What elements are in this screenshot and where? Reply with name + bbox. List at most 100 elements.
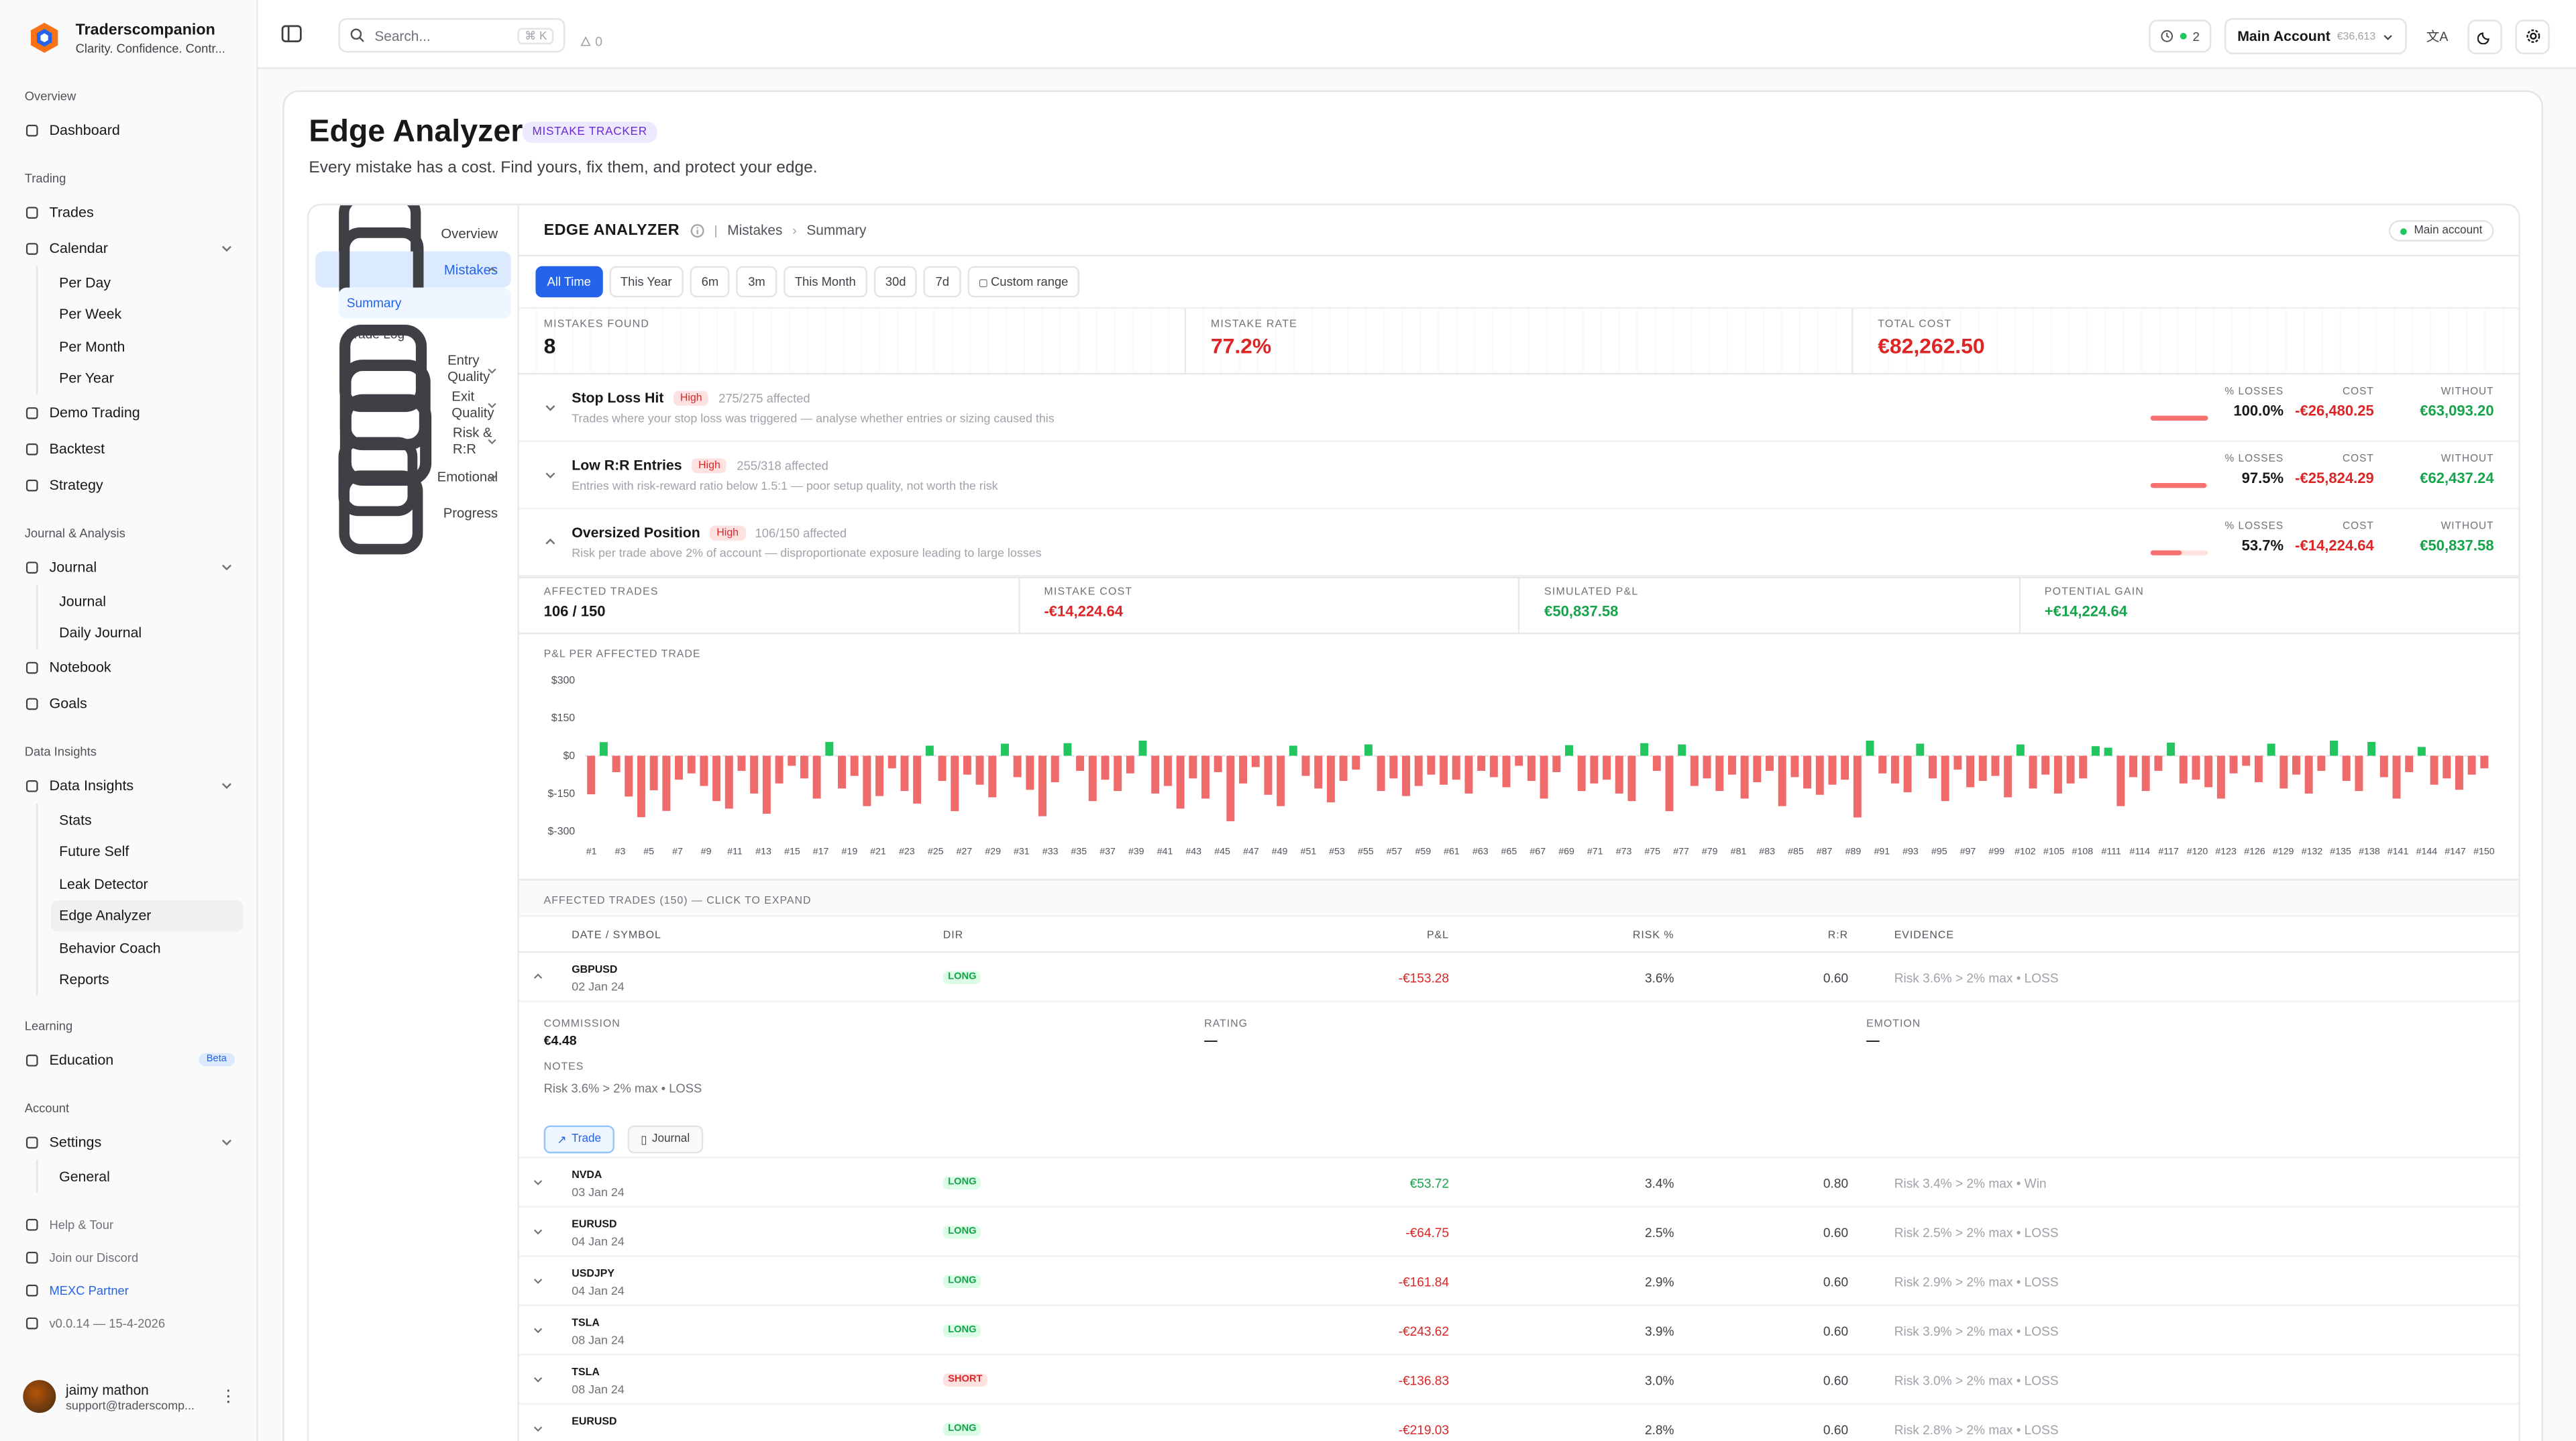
chart-bar[interactable]	[900, 755, 909, 792]
expand-icon[interactable]	[544, 468, 557, 482]
chart-bar[interactable]	[788, 755, 796, 766]
range-all-time[interactable]: All Time	[535, 266, 602, 298]
chart-bar[interactable]	[2292, 755, 2300, 775]
expand-icon[interactable]	[532, 1275, 543, 1286]
chart-bar[interactable]	[1740, 755, 1749, 799]
mistake-row[interactable]: Stop Loss Hit High 275/275 affected Trades …	[519, 374, 2519, 442]
chart-bar[interactable]	[1828, 755, 1837, 785]
chart-bar[interactable]	[1790, 755, 1799, 778]
sidebar-subitem-per-month[interactable]: Per Month	[59, 337, 125, 355]
range-this-year[interactable]: This Year	[608, 266, 684, 298]
chart-bar[interactable]	[1063, 743, 1072, 756]
sidebar-subitem-per-year[interactable]: Per Year	[59, 370, 114, 387]
chart-bar[interactable]	[1126, 755, 1134, 773]
chart-bar[interactable]	[1326, 755, 1335, 803]
chart-bar[interactable]	[737, 755, 746, 771]
expand-icon[interactable]	[532, 1324, 543, 1336]
chart-bar[interactable]	[1051, 755, 1059, 782]
chart-bar[interactable]	[951, 755, 959, 812]
streak-counter[interactable]: 🜂 0	[580, 26, 602, 54]
chart-bar[interactable]	[1251, 755, 1260, 767]
chart-bar[interactable]	[1815, 755, 1824, 795]
more-icon[interactable]: ⋮	[220, 1387, 237, 1406]
sidebar-item-notebook[interactable]: Notebook	[16, 649, 243, 685]
chart-bar[interactable]	[1953, 755, 1962, 770]
chart-bar[interactable]	[1289, 745, 1297, 756]
chart-bar[interactable]	[913, 755, 922, 804]
sidebar-item-trades[interactable]: Trades	[16, 194, 243, 230]
chart-bar[interactable]	[1264, 755, 1273, 795]
chart-bar[interactable]	[2405, 755, 2414, 772]
chart-bar[interactable]	[1778, 755, 1786, 806]
sidebar-subitem-stats[interactable]: Stats	[59, 811, 92, 828]
chart-bar[interactable]	[812, 755, 821, 799]
sidebar-item-backtest[interactable]: Backtest	[16, 431, 243, 467]
sidebar-item-goals[interactable]: Goals	[16, 685, 243, 721]
table-row[interactable]: TSLA 08 Jan 24 SHORT -€136.83 3.0% 0.60 Risk 3…	[519, 1355, 2519, 1405]
chart-bar[interactable]	[2167, 743, 2176, 756]
chart-bar[interactable]	[1402, 755, 1411, 796]
chart-bar[interactable]	[1088, 755, 1097, 802]
sidebar-subitem-edge-analyzer[interactable]: Edge Analyzer	[50, 899, 244, 932]
expand-icon[interactable]	[544, 401, 557, 415]
expand-icon[interactable]	[532, 1423, 543, 1434]
chart-bar[interactable]	[2141, 755, 2150, 792]
chart-bar[interactable]	[2254, 755, 2263, 782]
chart-bar[interactable]	[2079, 755, 2088, 779]
chart-bar[interactable]	[2016, 744, 2025, 756]
chart-bar[interactable]	[1364, 744, 1373, 756]
chart-bar[interactable]	[750, 755, 759, 794]
search-input[interactable]: Search... ⌘ K	[338, 17, 566, 53]
chart-bar[interactable]	[1389, 755, 1398, 779]
chart-bar[interactable]	[1226, 755, 1235, 822]
chart-bar[interactable]	[2242, 755, 2251, 766]
chart-bar[interactable]	[1627, 755, 1636, 802]
mistake-row[interactable]: Low R:R Entries High 255/318 affected Entri…	[519, 442, 2519, 510]
chart-bar[interactable]	[925, 745, 934, 756]
chart-bar[interactable]	[2467, 755, 2476, 775]
chart-bar[interactable]	[1489, 755, 1498, 778]
chart-bar[interactable]	[2066, 755, 2075, 784]
chart-bar[interactable]	[2279, 755, 2288, 789]
chart-bar[interactable]	[1640, 743, 1649, 756]
expand-icon[interactable]	[532, 1226, 543, 1237]
chart-bar[interactable]	[2216, 755, 2225, 799]
chart-bar[interactable]	[875, 755, 884, 796]
chart-bar[interactable]	[2091, 746, 2100, 756]
open-trade-button[interactable]: ↗ Trade	[543, 1125, 614, 1154]
table-row[interactable]: NVDA 03 Jan 24 LONG €53.72 3.4% 0.80 Risk 3.4%…	[519, 1159, 2519, 1208]
chart-bar[interactable]	[2417, 747, 2426, 756]
chart-bar[interactable]	[1414, 755, 1423, 786]
chart-bar[interactable]	[1026, 755, 1034, 790]
chevron-down-icon[interactable]	[486, 364, 498, 376]
chart-bar[interactable]	[863, 755, 871, 806]
table-row[interactable]: EURUSD LONG -€219.03 2.8% 0.60 Risk 2.8% > 2%…	[519, 1405, 2518, 1441]
table-row[interactable]: EURUSD 04 Jan 24 LONG -€64.75 2.5% 0.60 Risk 2…	[519, 1208, 2519, 1257]
chart-bar[interactable]	[1577, 755, 1586, 792]
chart-bar[interactable]	[2392, 755, 2401, 799]
chart-bar[interactable]	[1803, 755, 1812, 789]
sidebar-subitem-general[interactable]: General	[59, 1167, 110, 1185]
chart-bar[interactable]	[2029, 755, 2037, 789]
chart-bar[interactable]	[1277, 755, 1285, 806]
chart-bar[interactable]	[2455, 755, 2463, 790]
chart-bar[interactable]	[2330, 741, 2339, 756]
chart-bar[interactable]	[2004, 755, 2012, 798]
sidebar-item-data-insights[interactable]: Data Insights	[16, 767, 243, 804]
chart-bar[interactable]	[1151, 755, 1160, 794]
chart-bar[interactable]	[1966, 755, 1975, 788]
sidebar-footer-item[interactable]: MEXC Partner	[16, 1274, 243, 1307]
chart-bar[interactable]	[649, 755, 658, 790]
chart-bar[interactable]	[825, 741, 834, 756]
sidebar-subitem-per-week[interactable]: Per Week	[59, 306, 122, 323]
chart-bar[interactable]	[1978, 755, 1987, 782]
chart-bar[interactable]	[662, 755, 671, 811]
range-6m[interactable]: 6m	[690, 266, 731, 298]
sidebar-toggle-icon[interactable]	[281, 23, 303, 44]
chart-bar[interactable]	[700, 755, 708, 786]
sidebar-item-journal[interactable]: Journal	[16, 549, 243, 585]
chevron-down-icon[interactable]	[486, 264, 498, 276]
chart-bar[interactable]	[637, 755, 645, 818]
chart-bar[interactable]	[1452, 755, 1460, 780]
chart-bar[interactable]	[2430, 755, 2438, 785]
